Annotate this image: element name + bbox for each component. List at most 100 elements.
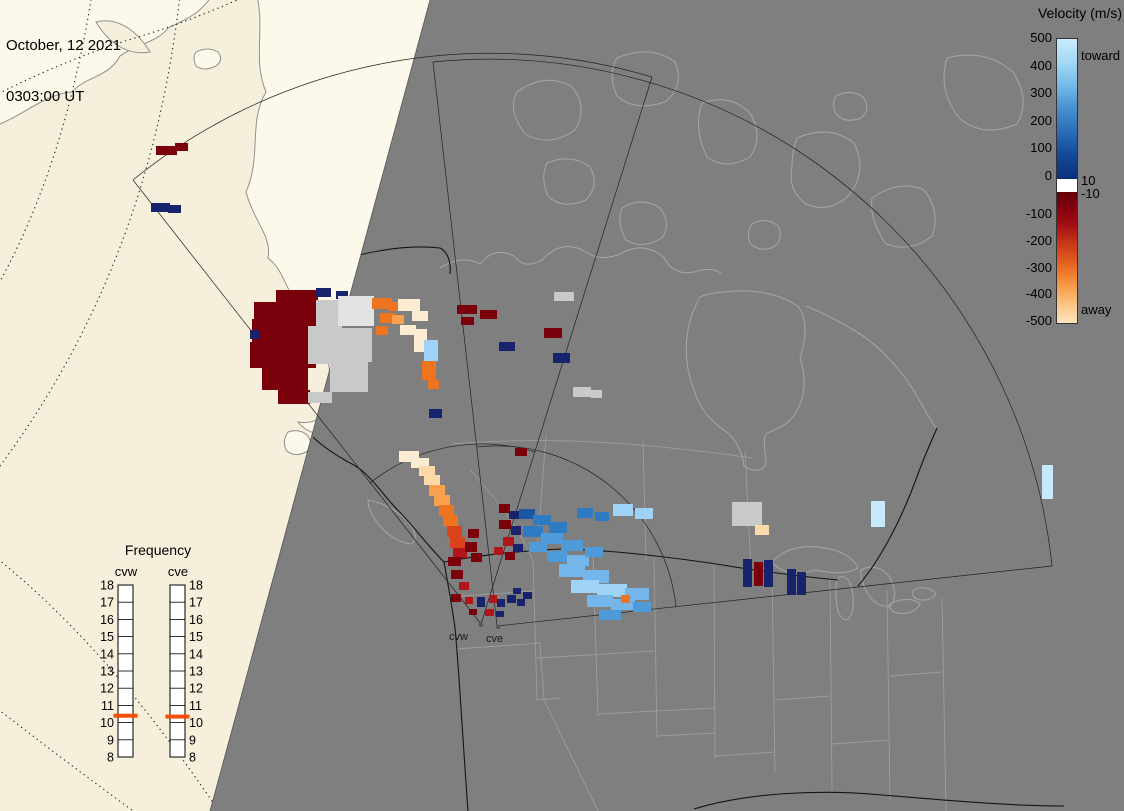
frequency-tick-label: 11 — [189, 699, 202, 713]
velocity-tick-label: 100 — [1030, 140, 1052, 156]
hudson-bay-outline — [685, 290, 806, 471]
velocity-data-cell — [480, 310, 497, 319]
velocity-tick-label: -300 — [1025, 259, 1052, 275]
velocity-data-cell — [414, 329, 427, 352]
velocity-data-cell — [732, 502, 762, 526]
velocity-tick-label: -200 — [1025, 232, 1052, 248]
radar-sites — [478, 622, 501, 630]
velocity-data-cell — [448, 557, 461, 566]
lake-erie-outline — [888, 599, 921, 615]
frequency-tick-label: 8 — [189, 751, 196, 765]
fov-near-arc-cve — [476, 445, 677, 608]
frequency-tick-label: 8 — [107, 751, 114, 765]
frequency-column-label-cvw: cvw — [114, 564, 138, 579]
lake-ontario-outline — [912, 587, 937, 601]
time-text: 0303:00 UT — [6, 88, 85, 105]
alaska-yukon-border — [350, 246, 451, 275]
velocity-data-cell — [250, 330, 260, 339]
velocity-data-cell — [754, 562, 763, 586]
velocity-data-cell — [513, 544, 523, 552]
velocity-legend-title: Velocity (m/s) — [1037, 5, 1122, 21]
velocity-data-cell — [443, 515, 458, 526]
velocity-data-cell — [392, 315, 404, 324]
frequency-legend-title: Frequency — [124, 542, 192, 558]
velocity-data-cell — [372, 298, 392, 309]
frequency-tick-label: 12 — [100, 682, 114, 696]
velocity-data-cell — [595, 512, 609, 521]
arctic-island — [747, 220, 781, 250]
terminator-line — [209, 0, 431, 811]
greenland-coast — [943, 54, 1024, 131]
velocity-data-cell — [499, 504, 510, 513]
velocity-data-cell — [571, 580, 599, 593]
velocity-data-cell — [262, 368, 308, 390]
velocity-tick-label: 500 — [1030, 30, 1052, 45]
arctic-island — [512, 79, 582, 141]
velocity-data-cell — [376, 326, 388, 335]
vancouver-island-outline — [367, 499, 416, 545]
velocity-data-cell — [871, 501, 885, 527]
velocity-data-cell — [549, 522, 567, 533]
velocity-data-cell — [465, 597, 473, 604]
velocity-data-cell — [496, 611, 504, 617]
velocity-data-cell — [450, 537, 465, 548]
velocity-data-cell — [633, 602, 651, 612]
velocity-data-cell — [316, 300, 338, 326]
frequency-marker-cvw — [113, 713, 138, 718]
velocity-data-cell — [465, 542, 477, 552]
frequency-tick-label: 18 — [189, 580, 203, 593]
radar-site-cve-marker — [495, 624, 501, 630]
velocity-data-cell — [625, 588, 649, 600]
velocity-data-cell — [254, 302, 316, 319]
velocity-data-cell — [573, 387, 591, 397]
velocity-data-cell — [412, 311, 428, 321]
strait-island — [193, 48, 222, 70]
velocity-data-cell — [533, 515, 551, 525]
velocity-data-cell — [336, 291, 348, 299]
velocity-data-cell — [175, 143, 188, 151]
velocity-tick-label: -400 — [1025, 286, 1052, 302]
velocity-data-cell — [380, 313, 396, 323]
velocity-tick-label: away — [1081, 302, 1112, 317]
velocity-data-cell — [544, 328, 562, 338]
velocity-data-cell — [338, 296, 374, 326]
velocity-tick-label: 300 — [1030, 85, 1052, 101]
velocity-data-cell — [613, 504, 633, 516]
frequency-scale-cvw: 18 17 16 15 14 13 12 11 10 9 8 — [100, 580, 138, 765]
velocity-data-cell — [156, 146, 177, 155]
velocity-data-cell — [468, 529, 479, 538]
velocity-data-cell — [419, 466, 435, 476]
velocity-data-cell — [477, 597, 485, 607]
radar-label-cve: cve — [486, 633, 504, 645]
velocity-data-cell — [471, 553, 482, 562]
frequency-tick-label: 9 — [107, 733, 114, 747]
arctic-island — [871, 185, 936, 248]
velocity-tick-label: -10 — [1081, 186, 1100, 201]
velocity-data-cell — [523, 592, 532, 599]
borders-dark — [312, 246, 1065, 811]
frequency-tick-label: 10 — [100, 716, 114, 730]
velocity-data-cell — [424, 340, 438, 361]
velocity-data-cell — [422, 361, 436, 380]
arctic-coast — [439, 246, 723, 275]
baffin-island — [790, 131, 861, 208]
lake-huron-outline — [860, 566, 895, 607]
frequency-tick-label: 16 — [100, 613, 114, 627]
velocity-data-cell — [429, 485, 445, 496]
velocity-data-cell — [797, 572, 806, 595]
arctic-island — [697, 99, 758, 165]
velocity-data-cell — [511, 526, 521, 535]
date-text: October, 12 2021 — [6, 37, 122, 54]
frequency-marker-cve — [165, 714, 190, 719]
velocity-data-cell — [764, 560, 773, 587]
velocity-data-cell — [567, 555, 589, 566]
velocity-data-cell — [547, 551, 567, 562]
frequency-tick-label: 13 — [189, 665, 203, 679]
frequency-column-label-cve: cve — [167, 564, 189, 579]
velocity-tick-label: 0 — [1044, 168, 1052, 183]
frequency-scale-cve: 18 17 16 15 14 13 12 11 10 9 8 — [165, 580, 203, 765]
velocity-data-cell — [168, 205, 181, 213]
velocity-data-cell — [453, 548, 467, 558]
velocity-data-cell — [469, 609, 477, 615]
